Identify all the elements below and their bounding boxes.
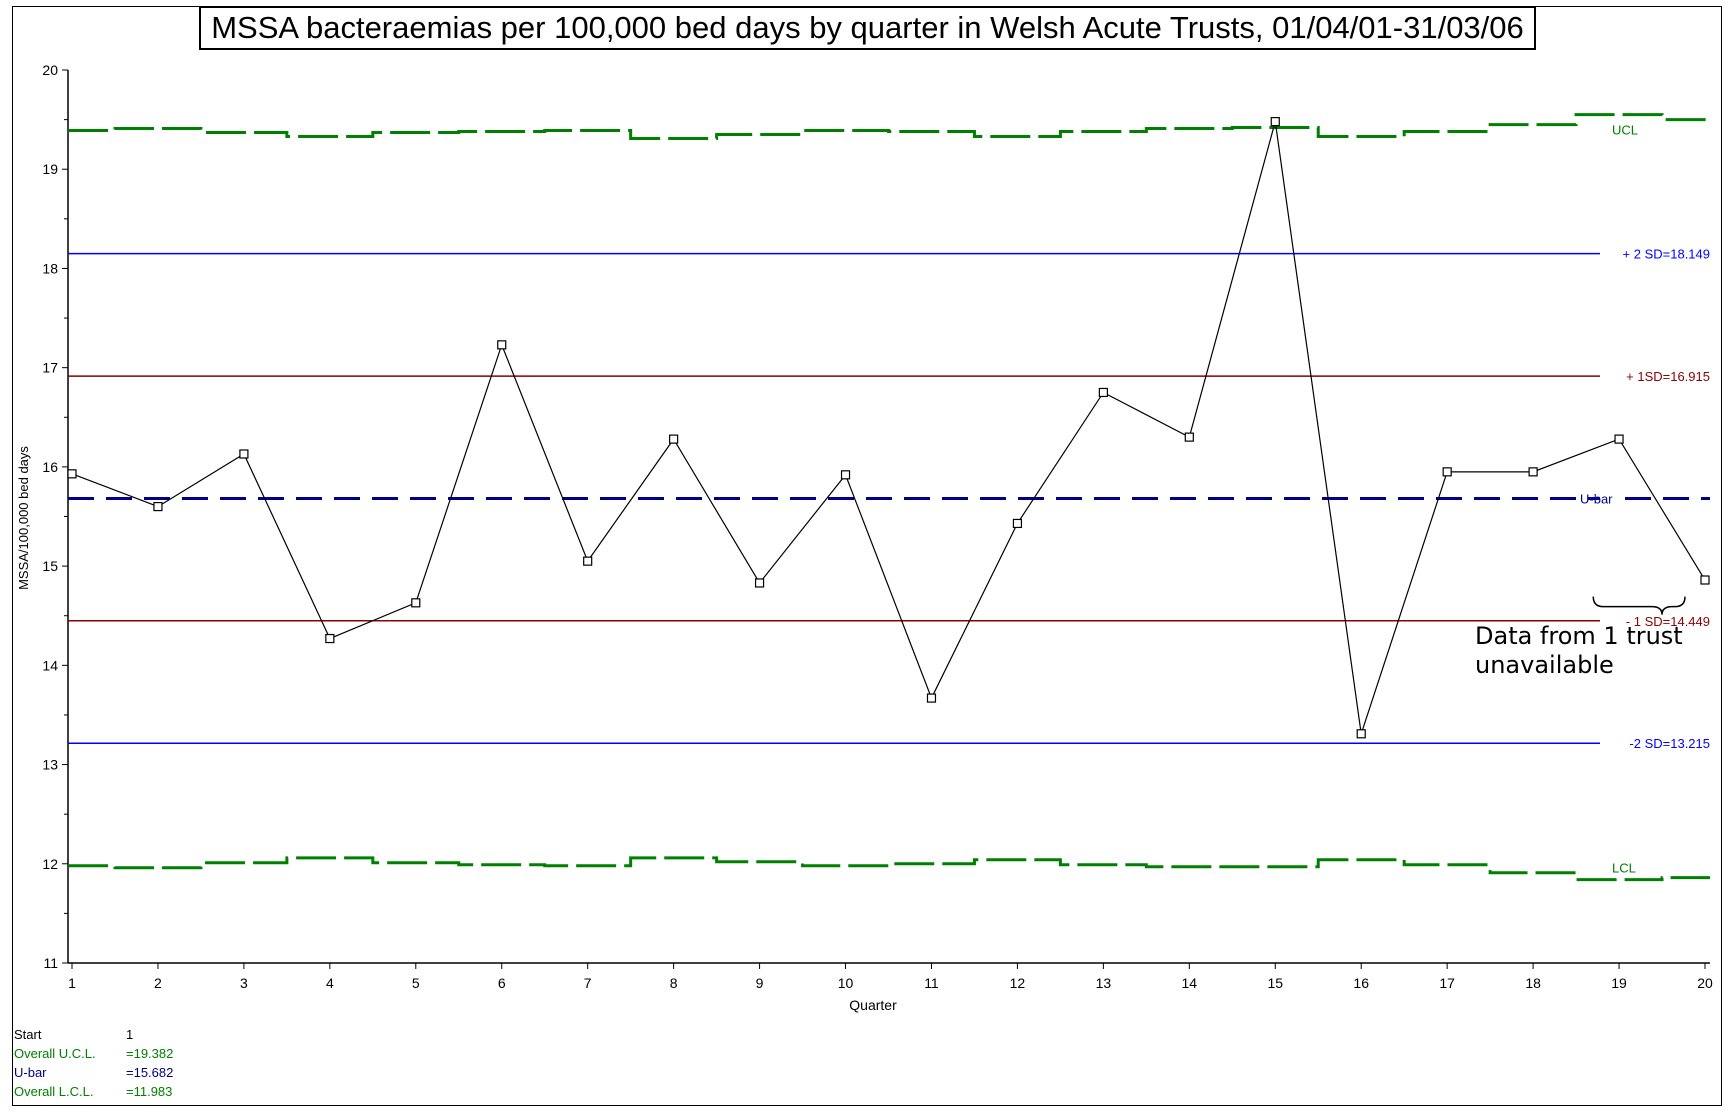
- ubar-label: U-bar: [1580, 491, 1613, 506]
- y-tick-label: 18: [42, 260, 58, 276]
- data-point: [1700, 575, 1710, 585]
- data-point: [1442, 467, 1452, 477]
- x-tick-label: 16: [1353, 975, 1369, 991]
- x-tick-label: 20: [1697, 975, 1713, 991]
- data-point: [325, 633, 335, 644]
- ucl-line: [68, 113, 1710, 140]
- reference-line-label: - 1 SD=14.449: [1626, 614, 1710, 629]
- annotation-line-1: Data from 1 trust: [1475, 622, 1683, 650]
- x-tick-label: 1: [68, 975, 76, 991]
- stat-start-label: Start: [14, 1027, 42, 1042]
- series-line: [71, 121, 1706, 734]
- data-point: [411, 598, 421, 608]
- data-point: [497, 340, 507, 350]
- data-point: [1270, 116, 1280, 127]
- stat-ucl: Overall U.C.L. =19.382: [14, 1044, 173, 1063]
- lcl-label: LCL: [1612, 861, 1636, 876]
- x-axis-label: Quarter: [849, 997, 897, 1013]
- x-tick-label: 2: [154, 975, 162, 991]
- stat-ucl-value: =19.382: [126, 1046, 174, 1061]
- data-point: [926, 693, 937, 703]
- data-point: [239, 449, 249, 459]
- data-point: [840, 470, 851, 480]
- x-tick-label: 10: [838, 975, 854, 991]
- data-point: [1012, 518, 1023, 529]
- x-tick-label: 14: [1182, 975, 1198, 991]
- x-tick-label: 6: [498, 975, 506, 991]
- stat-ucl-label: Overall U.C.L.: [14, 1046, 96, 1061]
- x-tick-label: 7: [584, 975, 592, 991]
- annotation-line-2: unavailable: [1475, 651, 1614, 679]
- annotation-text: Data from 1 trust unavailable: [1475, 622, 1683, 680]
- stat-ubar-label: U-bar: [14, 1065, 47, 1080]
- x-tick-label: 11: [924, 975, 939, 991]
- data-point: [1614, 434, 1624, 444]
- data-point: [67, 469, 77, 479]
- lcl-line: [68, 856, 1710, 882]
- y-tick-label: 16: [42, 459, 58, 475]
- y-tick-label: 13: [42, 757, 58, 773]
- x-tick-label: 18: [1525, 975, 1541, 991]
- reference-line-label: -2 SD=13.215: [1629, 736, 1710, 751]
- x-tick-label: 15: [1267, 975, 1283, 991]
- x-tick-label: 4: [326, 975, 334, 991]
- summary-stats: Start 1 Overall U.C.L. =19.382 U-bar =15…: [14, 1025, 173, 1101]
- stat-start: Start 1: [14, 1025, 173, 1044]
- y-tick-label: 19: [42, 161, 58, 177]
- stat-start-value: 1: [126, 1027, 134, 1042]
- x-tick-label: 9: [756, 975, 764, 991]
- data-point: [1098, 387, 1108, 398]
- x-tick-label: 17: [1439, 975, 1455, 991]
- data-point: [754, 578, 765, 588]
- y-tick-label: 11: [43, 955, 58, 971]
- reference-line-label: + 2 SD=18.149: [1623, 247, 1710, 262]
- annotation-brace: [1592, 596, 1686, 615]
- x-tick-label: 5: [412, 975, 420, 991]
- chart-title: MSSA bacteraemias per 100,000 bed days b…: [199, 6, 1536, 50]
- y-tick-label: 20: [42, 62, 58, 78]
- data-point: [1528, 467, 1538, 477]
- chart-title-container: MSSA bacteraemias per 100,000 bed days b…: [0, 6, 1735, 50]
- stat-lcl-value: =11.983: [126, 1084, 173, 1099]
- y-tick-label: 17: [42, 360, 58, 376]
- data-point: [1356, 729, 1366, 739]
- x-tick-label: 12: [1010, 975, 1026, 991]
- y-tick-label: 12: [42, 856, 58, 872]
- data-point: [1184, 432, 1194, 442]
- stat-lcl: Overall L.C.L. =11.983: [14, 1082, 173, 1101]
- data-point: [583, 556, 593, 566]
- x-tick-label: 3: [240, 975, 248, 991]
- x-tick-label: 19: [1611, 975, 1627, 991]
- stat-ubar-value: =15.682: [126, 1065, 174, 1080]
- ucl-label: UCL: [1612, 123, 1638, 138]
- stat-lcl-label: Overall L.C.L.: [14, 1084, 94, 1099]
- data-point: [669, 434, 679, 444]
- x-tick-label: 8: [670, 975, 678, 991]
- reference-line-label: + 1SD=16.915: [1626, 369, 1710, 384]
- x-tick-label: 13: [1096, 975, 1112, 991]
- y-tick-label: 14: [42, 657, 58, 673]
- y-tick-label: 15: [42, 558, 58, 574]
- y-axis-label: MSSA/100,000 bed days: [16, 446, 31, 590]
- data-point: [153, 501, 163, 512]
- stat-ubar: U-bar =15.682: [14, 1063, 173, 1082]
